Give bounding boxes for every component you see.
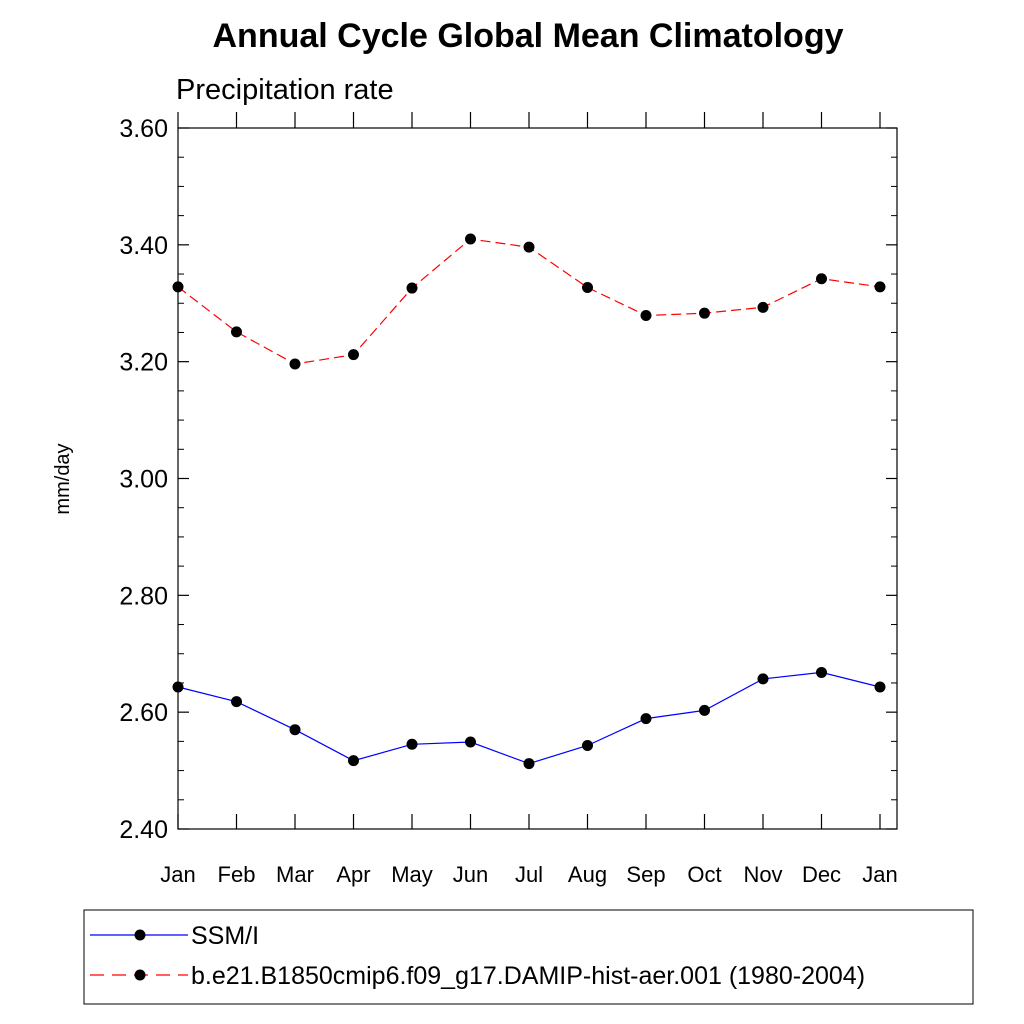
legend-label-0: SSM/I bbox=[191, 922, 259, 950]
y-tick-label: 2.40 bbox=[119, 816, 168, 844]
x-tick-label: Oct bbox=[687, 862, 721, 887]
data-point-series-1 bbox=[231, 326, 242, 338]
chart-title: Annual Cycle Global Mean Climatology bbox=[213, 17, 844, 55]
x-tick-label: Jun bbox=[453, 862, 488, 887]
data-point-series-0 bbox=[289, 724, 301, 736]
y-tick-label: 3.00 bbox=[119, 466, 168, 494]
y-tick-label: 3.40 bbox=[119, 232, 168, 260]
data-point-series-1 bbox=[465, 233, 476, 245]
y-axis-label: mm/day bbox=[52, 443, 74, 514]
data-point-series-1 bbox=[757, 301, 769, 313]
series-line-1 bbox=[177, 238, 881, 365]
y-tick-label: 2.80 bbox=[119, 582, 168, 610]
y-tick-label: 2.60 bbox=[119, 699, 168, 727]
data-point-series-0 bbox=[582, 739, 593, 751]
series-layer bbox=[172, 233, 886, 770]
data-point-series-1 bbox=[699, 307, 710, 319]
x-tick-label: Sep bbox=[626, 862, 665, 887]
data-point-series-1 bbox=[640, 310, 652, 322]
data-point-series-0 bbox=[699, 704, 710, 716]
y-tick-label: 3.60 bbox=[119, 115, 168, 143]
series-line-0 bbox=[177, 671, 881, 765]
legend-marker-1 bbox=[134, 969, 146, 981]
x-tick-label: Jul bbox=[515, 862, 543, 887]
data-point-series-1 bbox=[816, 273, 827, 285]
data-point-series-0 bbox=[874, 681, 886, 693]
data-point-series-0 bbox=[172, 681, 184, 693]
data-point-series-0 bbox=[406, 738, 418, 750]
x-tick-label: May bbox=[391, 862, 433, 887]
data-point-series-1 bbox=[172, 281, 184, 293]
y-tick-label: 3.20 bbox=[119, 349, 168, 377]
data-point-series-0 bbox=[640, 713, 652, 725]
data-point-series-1 bbox=[406, 282, 418, 294]
chart-subtitle: Precipitation rate bbox=[176, 74, 394, 106]
x-tick-label: Aug bbox=[568, 862, 607, 887]
legend-box bbox=[83, 909, 974, 1005]
x-tick-label: Nov bbox=[743, 862, 782, 887]
data-point-series-0 bbox=[523, 758, 535, 770]
legend-label-1: b.e21.B1850cmip6.f09_g17.DAMIP-hist-aer.… bbox=[191, 962, 865, 990]
x-tick-label: Jan bbox=[862, 862, 897, 887]
data-point-series-0 bbox=[348, 755, 359, 767]
x-tick-label: Jan bbox=[160, 862, 195, 887]
data-point-series-0 bbox=[816, 666, 827, 678]
legend-marker-0 bbox=[134, 929, 146, 941]
x-tick-label: Feb bbox=[218, 862, 256, 887]
x-tick-label: Apr bbox=[336, 862, 370, 887]
data-point-series-0 bbox=[465, 736, 476, 748]
data-point-series-0 bbox=[757, 673, 769, 685]
data-point-series-1 bbox=[289, 358, 301, 370]
legend: SSM/I b.e21.B1850cmip6.f09_g17.DAMIP-hist… bbox=[90, 922, 865, 990]
data-point-series-1 bbox=[523, 241, 535, 253]
data-point-series-0 bbox=[231, 696, 242, 708]
plot-frame bbox=[177, 127, 898, 830]
x-tick-label: Mar bbox=[276, 862, 314, 887]
ticks-layer: 2.40 2.60 2.80 3.00 3.20 3.40 3.60 Jan Feb Mar Apr… bbox=[119, 112, 898, 887]
data-point-series-1 bbox=[582, 281, 593, 293]
data-point-series-1 bbox=[874, 281, 886, 293]
x-tick-label: Dec bbox=[802, 862, 841, 887]
data-point-series-1 bbox=[348, 349, 359, 361]
